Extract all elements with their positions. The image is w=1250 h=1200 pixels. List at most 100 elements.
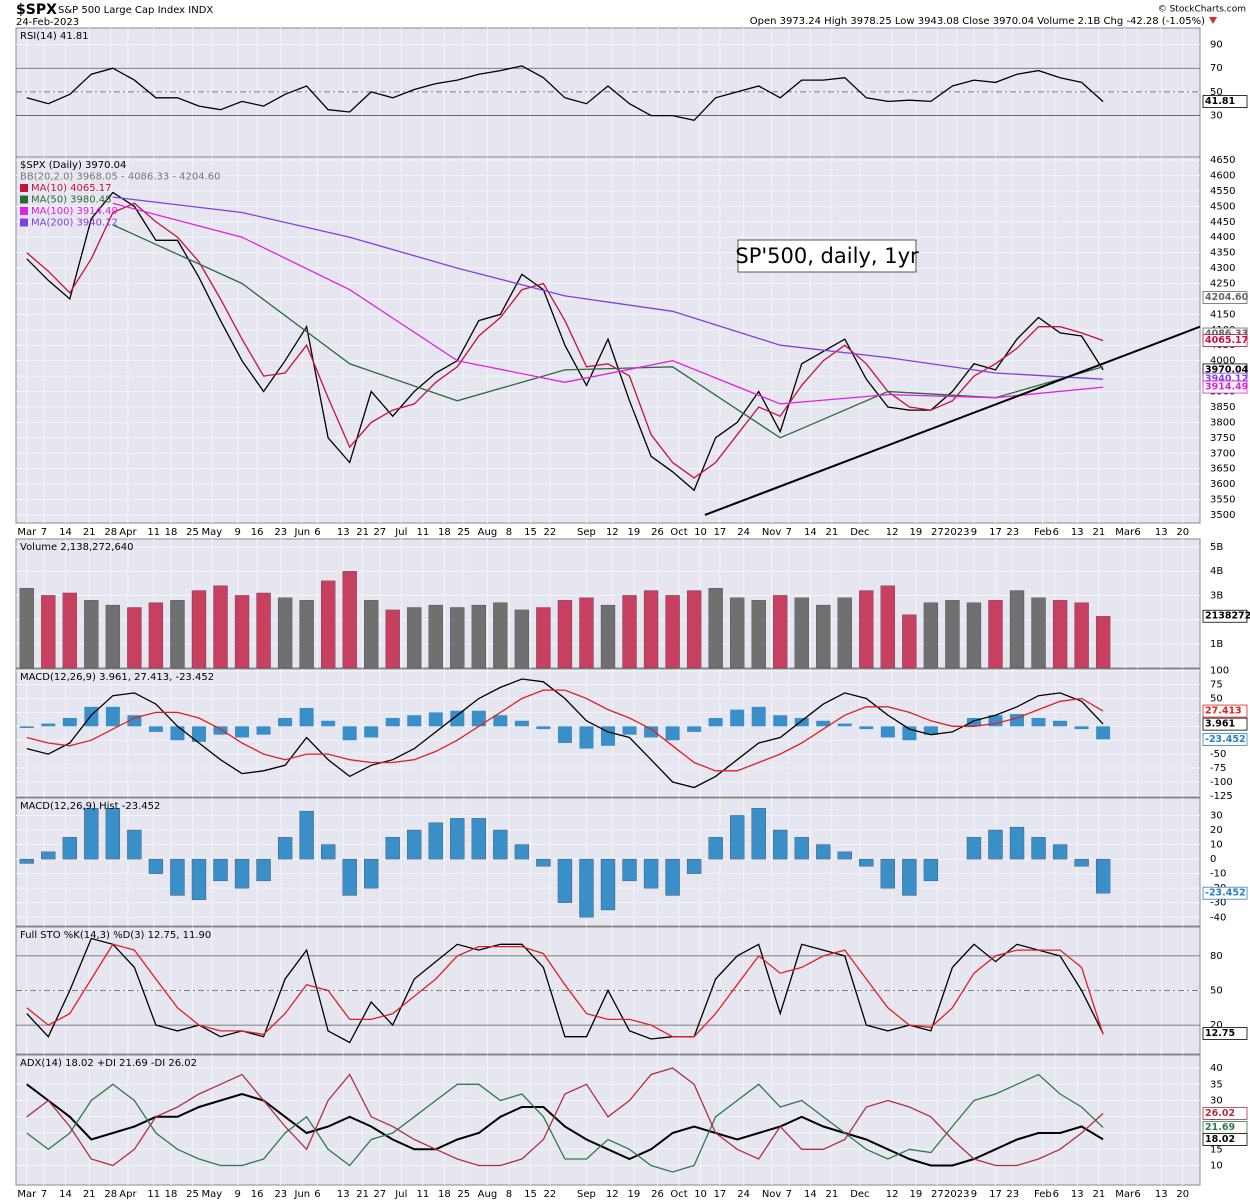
bar — [342, 858, 357, 896]
x-tick-label: 21 — [356, 1189, 369, 1200]
y-tick-label: 80 — [1210, 951, 1223, 962]
last-value-box — [1202, 1027, 1248, 1040]
bar — [84, 808, 99, 860]
bar — [837, 851, 852, 860]
watermark: © StockCharts.com — [1158, 5, 1246, 15]
macd-hist-bar — [385, 717, 400, 727]
x-tick-label: 9 — [971, 1189, 977, 1200]
x-tick-label: 24 — [737, 1189, 750, 1200]
series-line — [26, 678, 1104, 789]
x-tick-label: 10 — [694, 527, 707, 538]
y-tick-label: 70 — [1210, 63, 1223, 74]
bar — [557, 858, 573, 903]
x-tick-label: 23 — [274, 1189, 287, 1200]
x-tick-label: 25 — [457, 527, 470, 538]
bar — [773, 595, 788, 669]
macd-hist-bar — [191, 726, 206, 742]
macd-hist-bar — [665, 726, 680, 741]
x-tick-label: 8 — [506, 527, 512, 538]
x-tick-label: Feb — [1034, 527, 1052, 538]
bar — [493, 829, 508, 860]
x-tick-label: 25 — [186, 1189, 199, 1200]
x-tick-label: 21 — [1092, 1189, 1105, 1200]
last-value-label: 21.69 — [1205, 1122, 1235, 1133]
series-line — [26, 65, 1104, 122]
y-tick-label: 50 — [1210, 87, 1223, 98]
bar — [41, 595, 56, 669]
x-tick-label: 27 — [931, 1189, 944, 1200]
bar — [1009, 590, 1025, 669]
bar — [686, 858, 702, 874]
bar — [19, 587, 34, 669]
bar — [708, 837, 723, 860]
bar — [945, 600, 960, 669]
bar — [450, 818, 465, 860]
bar — [256, 858, 271, 882]
x-tick-label: Mar — [17, 1189, 37, 1200]
macd-hist-bar — [321, 720, 336, 727]
x-tick-label: 27 — [373, 1189, 386, 1200]
bar — [407, 607, 422, 669]
x-tick-label: Dec — [850, 1189, 869, 1200]
y-tick-label: 3700 — [1210, 448, 1235, 459]
series-line — [112, 196, 1104, 380]
macd-hist-bar — [622, 726, 637, 735]
macd-hist-bar — [1031, 717, 1046, 727]
bar — [988, 829, 1003, 860]
macd-hist-bar — [213, 726, 228, 735]
x-tick-label: 6 — [314, 527, 320, 538]
y-tick-label: 50 — [1210, 986, 1223, 997]
bar — [148, 858, 164, 874]
x-tick-label: Nov — [762, 527, 782, 538]
bar — [299, 810, 314, 860]
macd-hist-bar — [880, 726, 895, 738]
y-tick-label: -125 — [1210, 791, 1233, 802]
y-tick-label: 4B — [1210, 566, 1223, 577]
bar — [751, 808, 766, 860]
x-tick-label: 20 — [1176, 1189, 1189, 1200]
x-tick-label: 6 — [1053, 527, 1059, 538]
x-tick-label: 12 — [606, 1189, 619, 1200]
macd-hist-bar — [601, 726, 615, 746]
y-tick-label: 30 — [1210, 1096, 1223, 1107]
macd-hist-bar — [687, 726, 702, 732]
x-tick-label: 13 — [337, 527, 350, 538]
series-line — [112, 202, 1104, 405]
legend-swatch — [20, 207, 28, 215]
bar — [364, 600, 379, 669]
y-tick-label: 4600 — [1210, 171, 1235, 182]
x-tick-label: 11 — [416, 1189, 429, 1200]
x-tick-label: 18 — [438, 527, 451, 538]
macd-hist-bar — [148, 726, 163, 732]
y-tick-label: -10 — [1210, 869, 1226, 880]
last-value-box — [1202, 334, 1248, 347]
legend-entry: MA(200) 3940.12 — [31, 218, 118, 229]
stats: Open 3973.24 High 3978.25 Low 3943.08 Cl… — [750, 16, 1205, 27]
bar — [450, 607, 465, 669]
bar — [880, 585, 896, 669]
bar — [730, 815, 745, 860]
macd-hist-bar — [644, 726, 659, 738]
bar — [902, 858, 917, 896]
bar — [105, 604, 121, 669]
bar — [988, 600, 1003, 669]
x-tick-label: 11 — [147, 1189, 160, 1200]
macd-hist-bar — [730, 709, 745, 727]
bar — [859, 590, 874, 669]
bar — [127, 607, 142, 669]
bar — [277, 597, 293, 669]
macd-hist-bar — [514, 720, 529, 727]
series-line — [26, 1073, 1104, 1173]
x-tick-label: Mar — [17, 527, 37, 538]
y-tick-label: 3600 — [1210, 479, 1235, 490]
x-tick-label: Mar — [1115, 527, 1135, 538]
bar — [880, 858, 896, 889]
last-value-label: 4065.17 — [1205, 335, 1248, 346]
x-tick-label: 28 — [104, 1189, 117, 1200]
symbol-name: S&P 500 Large Cap Index INDX — [58, 5, 213, 16]
last-value-label: 2138272 — [1205, 611, 1250, 622]
bar — [213, 585, 228, 669]
bar — [1031, 837, 1046, 860]
y-tick-label: 4250 — [1210, 279, 1235, 290]
y-tick-label: 4150 — [1210, 309, 1235, 320]
